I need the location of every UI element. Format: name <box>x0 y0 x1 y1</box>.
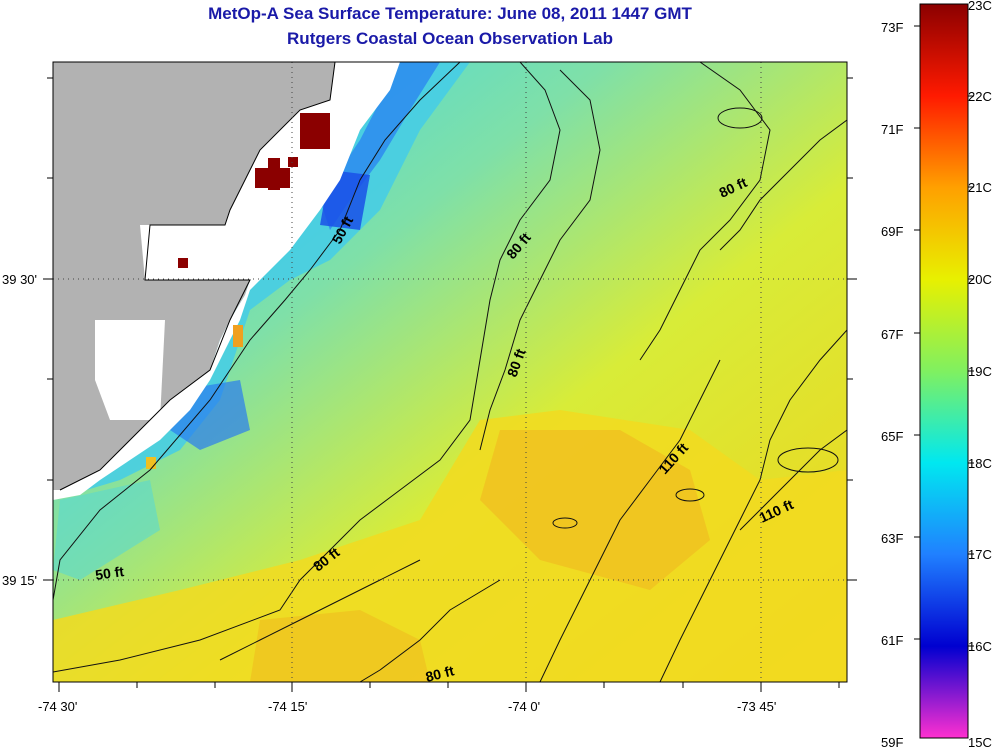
colorbar-f-label: 61F <box>881 633 903 648</box>
no-data-bay <box>95 320 165 420</box>
map-title: MetOp-A Sea Surface Temperature: June 08… <box>208 4 692 23</box>
colorbar-c-label: 15C <box>968 735 992 750</box>
no-data-area <box>53 62 400 500</box>
warm-south <box>250 610 430 682</box>
no-data-inlet <box>140 225 225 280</box>
colorbar-c-label: 17C <box>968 547 992 562</box>
hot-pixel <box>268 158 280 190</box>
colorbar-c-label: 20C <box>968 272 992 287</box>
graticule <box>53 62 847 682</box>
colorbar-f-label: 71F <box>881 122 903 137</box>
colorbar-c-label: 21C <box>968 180 992 195</box>
warm-pixel <box>233 325 243 347</box>
lon-label: -74 0' <box>508 699 540 714</box>
colorbar: 73F 71F 69F 67F 65F 63F 61F 59F 23C 22C … <box>881 0 992 750</box>
hot-pixel <box>178 258 188 268</box>
colorbar-f-label: 65F <box>881 429 903 444</box>
tick-marks <box>43 77 857 692</box>
colorbar-c-label: 16C <box>968 639 992 654</box>
coastline <box>59 62 336 491</box>
colorbar-gradient <box>919 3 969 739</box>
colorbar-c-label: 18C <box>968 456 992 471</box>
hot-pixel <box>288 157 298 167</box>
lat-label: 39 30' <box>2 272 37 287</box>
colorbar-f-label: 73F <box>881 20 903 35</box>
lon-label: -73 45' <box>737 699 776 714</box>
sst-field <box>53 62 847 682</box>
bathymetry-contours <box>53 62 847 682</box>
colorbar-c-label: 22C <box>968 89 992 104</box>
map-subtitle: Rutgers Coastal Ocean Observation Lab <box>287 29 613 48</box>
colorbar-c-label: 19C <box>968 364 992 379</box>
colorbar-f-label: 67F <box>881 327 903 342</box>
colorbar-c-label: 23C <box>968 0 992 13</box>
contour-label: 80 ft <box>424 662 456 685</box>
hot-pixel <box>300 113 330 149</box>
colorbar-f-label: 63F <box>881 531 903 546</box>
warm-core <box>480 430 710 590</box>
lon-label: -74 15' <box>268 699 307 714</box>
colorbar-f-label: 59F <box>881 735 903 750</box>
colorbar-f-label: 69F <box>881 224 903 239</box>
warm-pixel <box>146 457 156 469</box>
map-frame <box>52 61 848 683</box>
lon-label: -74 30' <box>38 699 77 714</box>
cool-southwest <box>53 480 160 580</box>
lat-label: 39 15' <box>2 573 37 588</box>
contour-label: 50 ft <box>94 563 125 583</box>
